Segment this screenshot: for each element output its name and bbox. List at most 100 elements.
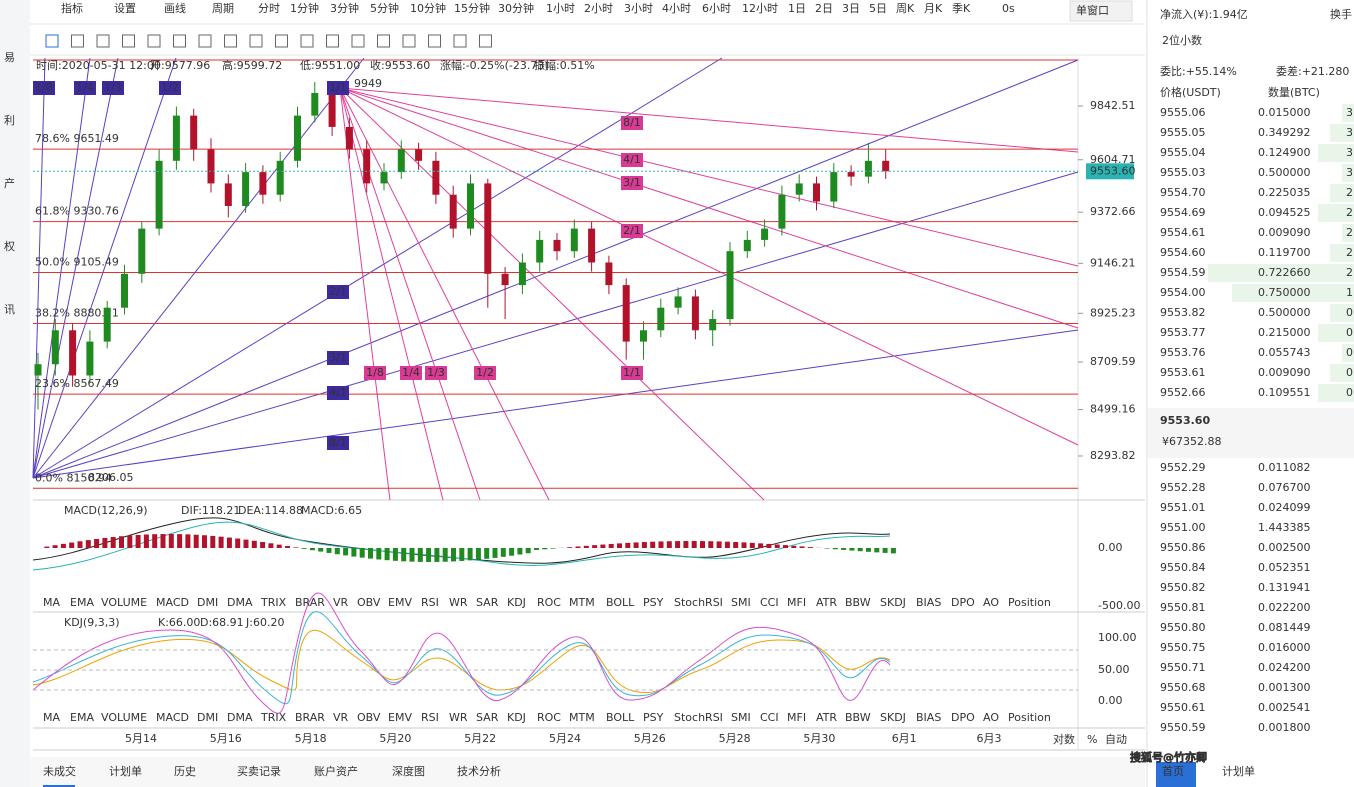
draw-tool[interactable] — [377, 34, 390, 48]
indicator-tab[interactable]: EMA — [70, 711, 94, 724]
indicator-tab[interactable]: SKDJ — [880, 596, 906, 609]
period[interactable]: 季K — [952, 2, 971, 15]
period[interactable]: 2日 — [815, 2, 833, 15]
draw-tool[interactable] — [96, 34, 110, 48]
indicator-tab[interactable]: OBV — [357, 596, 381, 609]
indicator-tab[interactable]: DPO — [951, 596, 975, 609]
tool[interactable]: 指标 — [61, 1, 83, 15]
bottom-tab[interactable]: 未成交 — [43, 764, 76, 778]
indicator-tab[interactable]: SKDJ — [880, 711, 906, 724]
bottom-tab[interactable]: 历史 — [174, 765, 196, 778]
indicator-tab[interactable]: ATR — [816, 596, 837, 609]
indicator-tab[interactable]: BRAR — [295, 596, 325, 609]
indicator-tab[interactable]: DMA — [227, 711, 253, 724]
indicator-tab[interactable]: SAR — [476, 596, 499, 609]
indicator-tab[interactable]: TRIX — [260, 711, 287, 724]
period[interactable]: 5分钟 — [370, 1, 399, 15]
decimals[interactable]: 2位小数 — [1162, 33, 1202, 47]
indicator-tab[interactable]: PSY — [643, 596, 664, 609]
indicator-tab[interactable]: BIAS — [916, 711, 941, 724]
indicator-tab[interactable]: WR — [449, 711, 468, 724]
indicator-tab[interactable]: RSI — [421, 596, 439, 609]
indicator-tab[interactable]: WR — [449, 596, 468, 609]
draw-tool[interactable] — [45, 34, 59, 48]
indicator-tab[interactable]: EMA — [70, 596, 94, 609]
indicator-tab[interactable]: Position — [1008, 596, 1051, 609]
period[interactable]: 3小时 — [624, 2, 653, 15]
axis-option[interactable]: % — [1087, 733, 1097, 746]
period[interactable]: 4小时 — [662, 2, 691, 15]
indicator-tab[interactable]: DMI — [197, 711, 218, 724]
indicator-tab[interactable]: CCI — [760, 711, 779, 724]
draw-tool[interactable] — [173, 34, 186, 48]
draw-tool[interactable] — [198, 34, 212, 48]
indicator-tab[interactable]: MA — [43, 711, 60, 724]
period[interactable]: 3日 — [842, 2, 860, 15]
indicator-tab[interactable]: RSI — [421, 711, 439, 724]
draw-tool[interactable] — [275, 34, 288, 48]
indicator-tab[interactable]: AO — [983, 711, 999, 724]
bottom-tab[interactable]: 技术分析 — [457, 764, 501, 778]
period[interactable]: 30分钟 — [498, 1, 534, 15]
draw-tool[interactable] — [428, 34, 441, 48]
draw-tool[interactable] — [351, 34, 365, 48]
tool[interactable]: 画线 — [164, 1, 186, 15]
indicator-tab[interactable]: TRIX — [260, 596, 287, 609]
indicator-tab[interactable]: BBW — [845, 596, 871, 609]
period[interactable]: 1小时 — [546, 2, 575, 15]
period[interactable]: 3分钟 — [330, 1, 359, 15]
period[interactable]: 2小时 — [584, 2, 613, 15]
bottom-tab[interactable]: 账户资产 — [314, 764, 358, 778]
indicator-tab[interactable]: SAR — [476, 711, 499, 724]
indicator-tab[interactable]: DMA — [227, 596, 253, 609]
indicator-tab[interactable]: DPO — [951, 711, 975, 724]
indicator-tab[interactable]: OBV — [357, 711, 381, 724]
indicator-tab[interactable]: CCI — [760, 596, 779, 609]
indicator-tab[interactable]: KDJ — [507, 711, 526, 724]
indicator-tab[interactable]: BRAR — [295, 711, 325, 724]
axis-option[interactable]: 自动 — [1105, 733, 1127, 746]
indicator-tab[interactable]: VOLUME — [101, 596, 147, 609]
indicator-tab[interactable]: VR — [333, 711, 349, 724]
indicator-tab[interactable]: VR — [333, 596, 349, 609]
period[interactable]: 5日 — [869, 2, 887, 15]
indicator-tab[interactable]: KDJ — [507, 596, 526, 609]
draw-tool[interactable] — [453, 34, 467, 48]
draw-tool[interactable] — [224, 34, 237, 48]
indicator-tab[interactable]: MTM — [569, 711, 595, 724]
period[interactable]: 1日 — [788, 2, 806, 15]
indicator-tab[interactable]: MTM — [569, 596, 595, 609]
draw-tool[interactable] — [122, 34, 135, 48]
draw-tool[interactable] — [300, 34, 314, 48]
indicator-tab[interactable]: PSY — [643, 711, 664, 724]
indicator-tab[interactable]: VOLUME — [101, 711, 147, 724]
period[interactable]: 12小时 — [742, 2, 778, 15]
indicator-tab[interactable]: ATR — [816, 711, 837, 724]
draw-tool[interactable] — [249, 34, 263, 48]
bottom-tab[interactable]: 深度图 — [392, 764, 425, 778]
indicator-tab[interactable]: BIAS — [916, 596, 941, 609]
indicator-tab[interactable]: StochRSI — [674, 596, 723, 609]
period[interactable]: 15分钟 — [454, 1, 490, 15]
indicator-tab[interactable]: SMI — [731, 711, 751, 724]
tool[interactable]: 设置 — [114, 2, 136, 15]
draw-tool[interactable] — [402, 34, 416, 48]
nav[interactable]: 首页 — [1162, 764, 1184, 778]
draw-tool[interactable] — [71, 34, 84, 48]
draw-tool[interactable] — [326, 34, 339, 48]
indicator-tab[interactable]: ROC — [537, 596, 561, 609]
period[interactable]: 6小时 — [702, 2, 731, 15]
indicator-tab[interactable]: EMV — [388, 711, 412, 724]
window-btn[interactable] — [1069, 0, 1133, 22]
period[interactable]: 周K — [896, 2, 915, 15]
indicator-tab[interactable]: ROC — [537, 711, 561, 724]
draw-tool[interactable] — [147, 34, 161, 48]
period[interactable]: 月K — [924, 2, 943, 15]
bottom-tab[interactable]: 买卖记录 — [237, 765, 281, 778]
indicator-tab[interactable]: MFI — [787, 711, 806, 724]
indicator-tab[interactable]: MFI — [787, 596, 806, 609]
period[interactable]: 10分钟 — [410, 1, 446, 15]
indicator-tab[interactable]: MACD — [156, 596, 189, 609]
indicator-tab[interactable]: DMI — [197, 596, 218, 609]
period[interactable]: 分时 — [258, 2, 280, 15]
